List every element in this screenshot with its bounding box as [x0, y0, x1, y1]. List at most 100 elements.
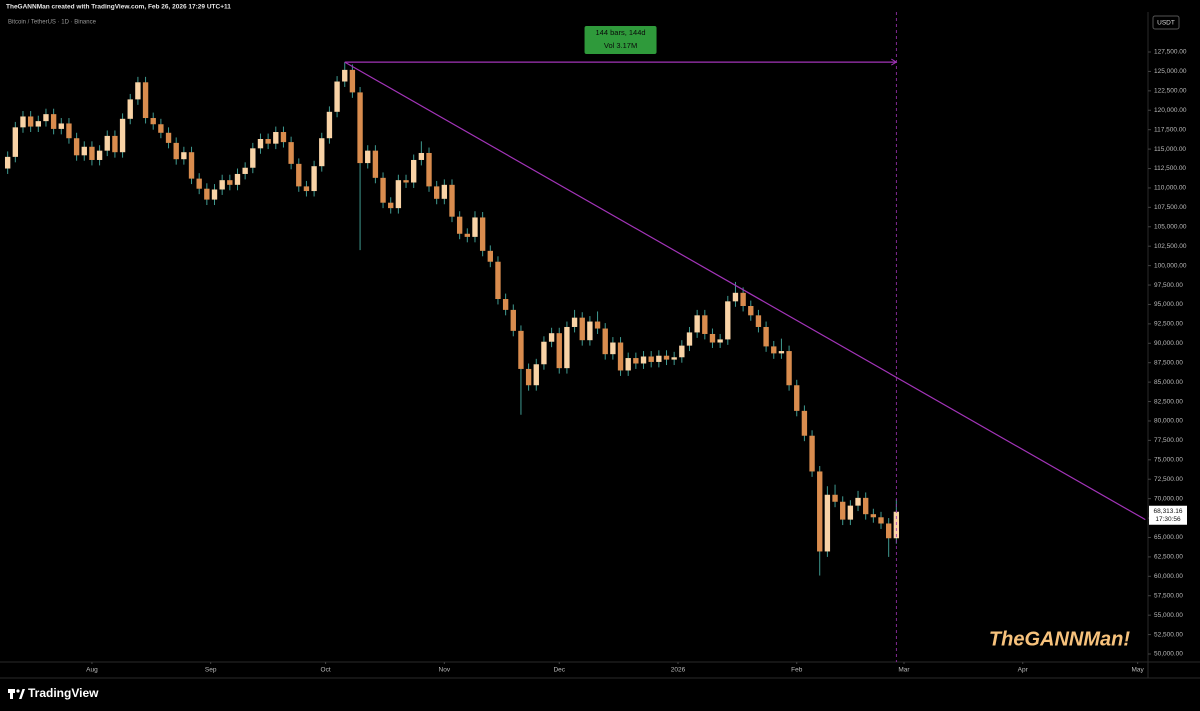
measure-box: [584, 26, 657, 54]
candle-body: [204, 188, 210, 200]
candle-body: [663, 355, 670, 360]
y-tick-label: 122,500.00: [1154, 88, 1187, 95]
x-tick-label: May: [1132, 667, 1145, 674]
candle-body: [472, 217, 478, 237]
y-tick-label: 117,500.00: [1154, 126, 1186, 133]
y-tick-label: 85,000.00: [1154, 379, 1183, 386]
y-tick-label: 100,000.00: [1154, 262, 1187, 269]
candle-body: [564, 326, 570, 369]
candle-body: [4, 156, 11, 169]
candle-body: [885, 523, 892, 539]
candle-body: [219, 180, 225, 190]
candle-body: [518, 330, 524, 369]
logo-part: [16, 689, 20, 693]
candle-body: [571, 317, 578, 327]
candle-body: [50, 114, 57, 129]
candle-body: [594, 321, 601, 329]
y-tick-label: 110,000.00: [1154, 185, 1186, 192]
y-tick-label: 92,500.00: [1154, 321, 1183, 328]
candle-body: [388, 202, 394, 209]
candle-body: [349, 69, 356, 93]
candle-body: [43, 114, 49, 122]
candle-body: [449, 184, 455, 217]
y-tick-label: 102,500.00: [1154, 243, 1187, 250]
candle-body: [587, 321, 593, 341]
candle-body: [464, 233, 471, 237]
candle-body: [372, 150, 379, 178]
candle-body: [158, 124, 164, 133]
candle-body: [763, 326, 769, 347]
x-tick-label: Mar: [898, 667, 910, 674]
x-tick-label: Feb: [791, 667, 803, 674]
candle-body: [411, 159, 417, 183]
candle-body: [188, 152, 195, 179]
candle-body: [510, 309, 516, 331]
candle-body: [786, 351, 792, 386]
x-tick-label: Sep: [205, 667, 217, 674]
y-tick-label: 57,500.00: [1154, 592, 1183, 599]
countdown: 17:30:56: [1155, 516, 1181, 523]
candle-body: [778, 351, 785, 354]
y-tick-label: 107,500.00: [1154, 204, 1187, 211]
y-tick-label: 60,000.00: [1154, 573, 1183, 580]
currency-box[interactable]: [1152, 15, 1180, 30]
candle-body: [150, 118, 156, 125]
candle-body: [732, 292, 739, 302]
candle-body: [801, 410, 808, 436]
plot: [4, 62, 900, 576]
candle-body: [548, 333, 555, 342]
candle-body: [12, 127, 19, 157]
candle-body: [817, 471, 823, 552]
candle-body: [265, 139, 271, 144]
candle-body: [709, 333, 716, 343]
candle-body: [771, 346, 777, 354]
symbol-title: Bitcoin / TetherUS · 1D · Binance: [8, 20, 97, 26]
currency[interactable]: USDT: [1157, 20, 1175, 27]
candle-body: [855, 497, 861, 506]
candle-body: [380, 177, 386, 203]
candle-body: [840, 501, 846, 520]
x-tick-label: 2026: [671, 667, 686, 674]
y-tick-label: 80,000.00: [1154, 418, 1183, 425]
candle-body: [112, 135, 118, 153]
candle-body: [870, 514, 877, 518]
candle-body: [104, 135, 110, 151]
candle-body: [456, 216, 463, 234]
candle-body: [426, 152, 432, 187]
candle-body: [311, 166, 317, 192]
candle-body: [296, 163, 302, 187]
candle-body: [847, 505, 854, 520]
y-tick-label: 82,500.00: [1154, 398, 1183, 405]
candle-body: [196, 178, 202, 189]
candle-body: [288, 142, 294, 164]
candle-body: [656, 355, 662, 362]
candle-body: [342, 69, 348, 82]
candle-body: [610, 342, 616, 355]
candle-body: [863, 497, 869, 515]
candle-body: [58, 123, 64, 129]
candle-body: [66, 123, 72, 139]
candle-body: [717, 339, 723, 343]
candle-body: [35, 121, 41, 127]
candle-body: [640, 356, 647, 364]
candle-body: [326, 111, 333, 139]
candle-body: [602, 328, 608, 355]
candle-body: [242, 167, 248, 174]
candle-body: [556, 333, 562, 369]
y-tick-label: 120,000.00: [1154, 107, 1187, 114]
candle-body: [686, 332, 693, 346]
candle-body: [740, 292, 746, 307]
logo-part: [19, 689, 25, 699]
candle-body: [502, 299, 509, 310]
candle-body: [81, 146, 87, 156]
candle-body: [365, 150, 371, 164]
watermark: TheGANNMan!: [989, 628, 1130, 650]
y-tick-label: 50,000.00: [1154, 651, 1183, 658]
x-tick-label: Nov: [439, 667, 451, 674]
candle-body: [479, 217, 486, 251]
x-tick-label: Dec: [553, 667, 565, 674]
y-tick-label: 125,000.00: [1154, 68, 1187, 75]
candle-body: [250, 148, 256, 168]
